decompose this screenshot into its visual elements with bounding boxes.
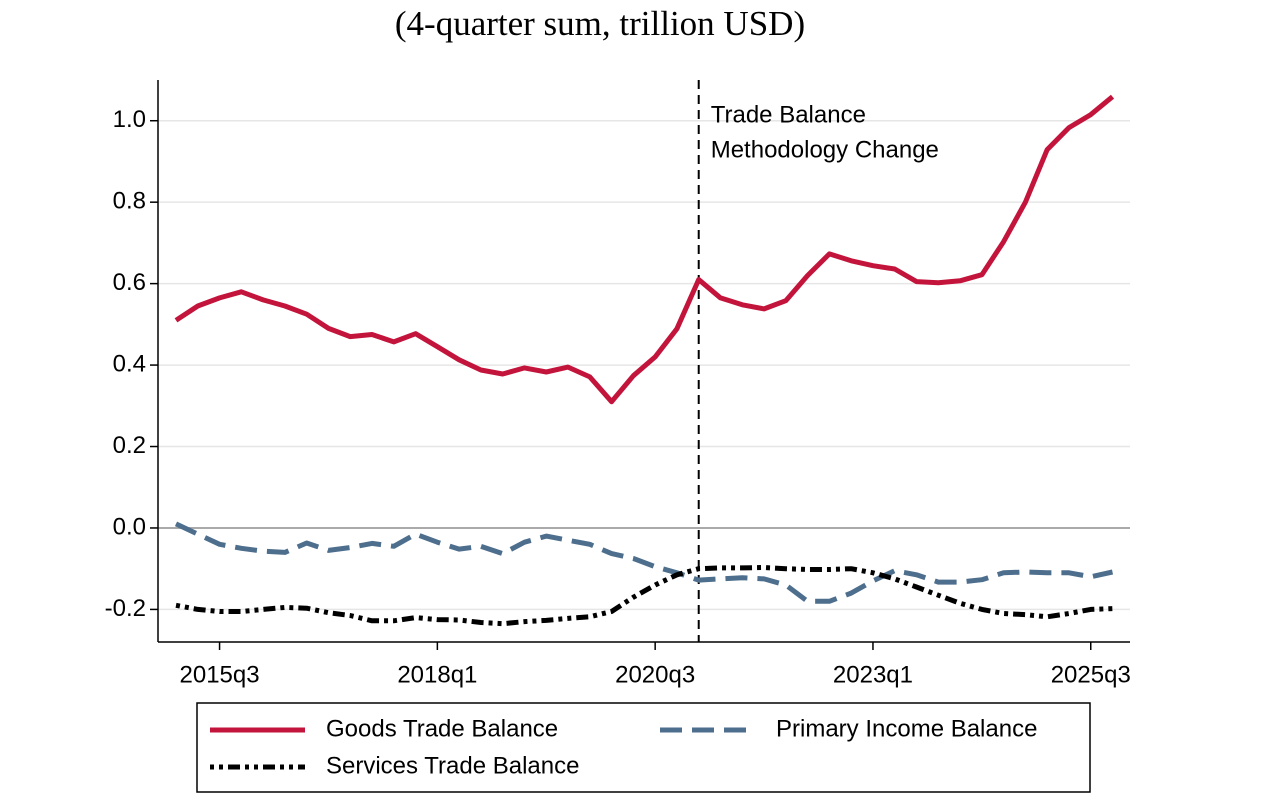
annotation-text: Methodology Change xyxy=(711,136,939,163)
x-tick-label: 2023q1 xyxy=(833,661,913,688)
y-tick-label: 0.4 xyxy=(113,350,146,377)
y-tick-label: 0.2 xyxy=(113,432,146,459)
legend-label: Goods Trade Balance xyxy=(326,715,558,742)
annotation-text: Trade Balance xyxy=(711,101,866,128)
chart-title: (4-quarter sum, trillion USD) xyxy=(395,4,805,43)
y-tick-label: 1.0 xyxy=(113,106,146,133)
legend-box xyxy=(196,702,1091,793)
series-line xyxy=(174,94,1115,405)
x-tick-label: 2020q3 xyxy=(615,661,695,688)
x-tick-label: 2018q1 xyxy=(397,661,477,688)
y-tick-label: -0.2 xyxy=(105,595,146,622)
x-tick-label: 2025q3 xyxy=(1051,661,1131,688)
y-tick-label: 0.8 xyxy=(113,188,146,215)
series-line xyxy=(175,565,1113,627)
y-tick-label: 0.6 xyxy=(113,269,146,296)
legend-label: Services Trade Balance xyxy=(326,752,579,779)
series-line xyxy=(174,521,1114,604)
x-tick-label: 2015q3 xyxy=(180,661,260,688)
y-tick-label: 0.0 xyxy=(113,513,146,540)
legend-label: Primary Income Balance xyxy=(776,715,1037,742)
